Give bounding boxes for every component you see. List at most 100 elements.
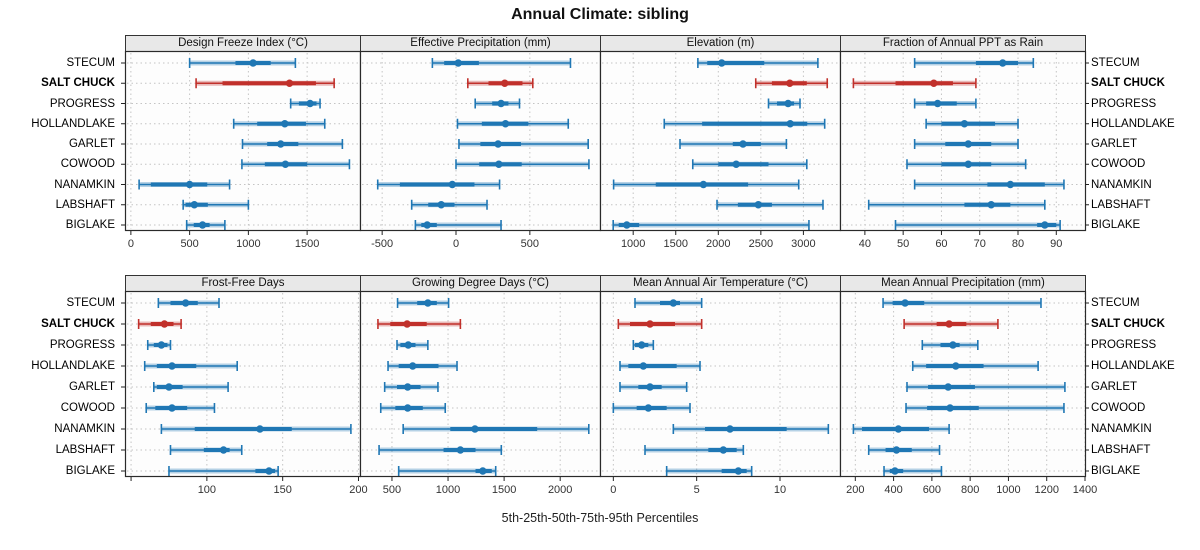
row-label-right-biglake: BIGLAKE <box>1091 219 1141 231</box>
x-tick-label: 1400 <box>1073 484 1097 496</box>
pointrange-cowood <box>455 159 590 170</box>
x-tick-label: 10 <box>774 484 786 496</box>
row-label-right-hollandlake: HOLLANDLAKE <box>1091 117 1175 130</box>
pointrange-garlet <box>383 382 439 392</box>
panel-header: Frost-Free Days <box>125 275 361 292</box>
x-tick-label: 100 <box>198 484 216 496</box>
pointrange-nanamkin <box>852 424 950 434</box>
pointrange-salt-chuck <box>903 319 999 329</box>
pointrange-hollandlake <box>456 118 570 129</box>
pointrange-biglake <box>883 466 943 476</box>
xaxis-caption: 5th-25th-50th-75th-95th Percentiles <box>501 511 699 525</box>
x-tick-label: 1500 <box>295 238 319 250</box>
row-label-right-labshaft: LABSHAFT <box>1091 444 1151 456</box>
pointrange-labshaft <box>716 199 824 210</box>
x-tick-label: 500 <box>521 238 539 250</box>
row-label-right-stecum: STECUM <box>1091 297 1140 309</box>
x-tick-label: 1000 <box>621 238 645 250</box>
pointrange-stecum <box>913 58 1035 68</box>
pointrange-labshaft <box>867 199 1046 210</box>
row-label-right-cowood: COWOOD <box>1091 158 1146 171</box>
row-label-left-stecum: STECUM <box>66 57 115 69</box>
pointrange-cowood <box>241 159 351 170</box>
x-tick-label: 200 <box>846 484 864 496</box>
x-tick-label: 0 <box>453 238 459 250</box>
panel-header: Elevation (m) <box>600 35 841 52</box>
row-label-left-nanamkin: NANAMKIN <box>54 423 115 435</box>
pointrange-biglake <box>397 466 497 476</box>
panel-plot: 40 50 60 70 80 90 <box>839 50 1089 250</box>
panel-header: Design Freeze Index (°C) <box>125 35 361 52</box>
pointrange-hollandlake <box>232 118 326 129</box>
pointrange-stecum <box>431 58 572 68</box>
pointrange-cowood <box>379 403 447 413</box>
row-label-left-progress: PROGRESS <box>49 339 115 351</box>
pointrange-progress <box>921 340 979 350</box>
panel-plot: 0 5 10 <box>599 290 842 496</box>
panel-plot: 0 500 1000 1500 <box>121 50 362 250</box>
pointrange-garlet <box>458 139 589 149</box>
pointrange-salt-chuck <box>195 78 335 89</box>
panel-header: Fraction of Annual PPT as Rain <box>840 35 1086 52</box>
x-tick-label: 600 <box>923 484 941 496</box>
pointrange-labshaft <box>169 445 243 455</box>
pointrange-biglake <box>414 220 502 230</box>
row-label-left-cowood: COWOOD <box>60 158 115 171</box>
pointrange-stecum <box>634 298 703 308</box>
pointrange-stecum <box>188 58 297 68</box>
row-label-left-garlet: GARLET <box>68 138 115 150</box>
x-tick-label: 200 <box>349 484 367 496</box>
pointrange-stecum <box>697 58 819 68</box>
x-tick-label: 3000 <box>791 238 815 250</box>
pointrange-hollandlake <box>387 361 458 371</box>
x-tick-label: 400 <box>884 484 902 496</box>
x-tick-label: 500 <box>180 238 198 250</box>
pointrange-hollandlake <box>619 361 701 371</box>
pointrange-biglake <box>894 220 1061 230</box>
x-tick-label: 80 <box>1012 238 1024 250</box>
row-label-right-labshaft: LABSHAFT <box>1091 198 1151 211</box>
x-tick-label: 2500 <box>749 238 773 250</box>
pointrange-cowood <box>691 159 808 170</box>
x-tick-label: 90 <box>1050 238 1062 250</box>
row-label-right-hollandlake: HOLLANDLAKE <box>1091 360 1175 372</box>
x-tick-label: 1500 <box>664 238 688 250</box>
row-label-right-biglake: BIGLAKE <box>1091 465 1141 477</box>
row-label-left-progress: PROGRESS <box>49 97 115 110</box>
pointrange-salt-chuck <box>467 78 534 89</box>
pointrange-progress <box>767 98 801 109</box>
pointrange-biglake <box>665 466 753 476</box>
pointrange-stecum <box>882 298 1042 308</box>
x-tick-label: 800 <box>961 484 979 496</box>
pointrange-nanamkin <box>138 179 231 190</box>
x-tick-label: 1000 <box>996 484 1020 496</box>
row-label-left-cowood: COWOOD <box>60 402 115 414</box>
pointrange-hollandlake <box>925 118 1019 129</box>
pointrange-cowood <box>145 403 216 413</box>
pointrange-nanamkin <box>913 179 1065 190</box>
panel-header: Effective Precipitation (mm) <box>360 35 601 52</box>
panel-header: Mean Annual Air Temperature (°C) <box>600 275 841 292</box>
panel-header: Growing Degree Days (°C) <box>360 275 601 292</box>
x-tick-label: 70 <box>974 238 986 250</box>
pointrange-garlet <box>906 382 1066 392</box>
row-label-right-progress: PROGRESS <box>1091 97 1157 110</box>
row-label-right-garlet: GARLET <box>1091 138 1138 150</box>
pointrange-nanamkin <box>160 424 352 434</box>
panel-plot: 1000 1500 2000 2500 3000 <box>599 50 842 250</box>
pointrange-nanamkin <box>672 424 830 434</box>
x-tick-label: 2000 <box>548 484 572 496</box>
x-tick-label: 5 <box>694 484 700 496</box>
pointrange-cowood <box>906 159 1027 170</box>
pointrange-labshaft <box>644 445 745 455</box>
panel-plot: -500 0 500 <box>359 50 602 250</box>
row-label-right-cowood: COWOOD <box>1091 402 1146 414</box>
x-tick-label: 150 <box>273 484 291 496</box>
row-label-right-nanamkin: NANAMKIN <box>1091 423 1152 435</box>
pointrange-garlet <box>619 382 688 392</box>
row-label-left-stecum: STECUM <box>66 297 115 309</box>
pointrange-nanamkin <box>376 179 501 190</box>
pointrange-garlet <box>913 139 1019 149</box>
pointrange-progress <box>474 98 521 109</box>
